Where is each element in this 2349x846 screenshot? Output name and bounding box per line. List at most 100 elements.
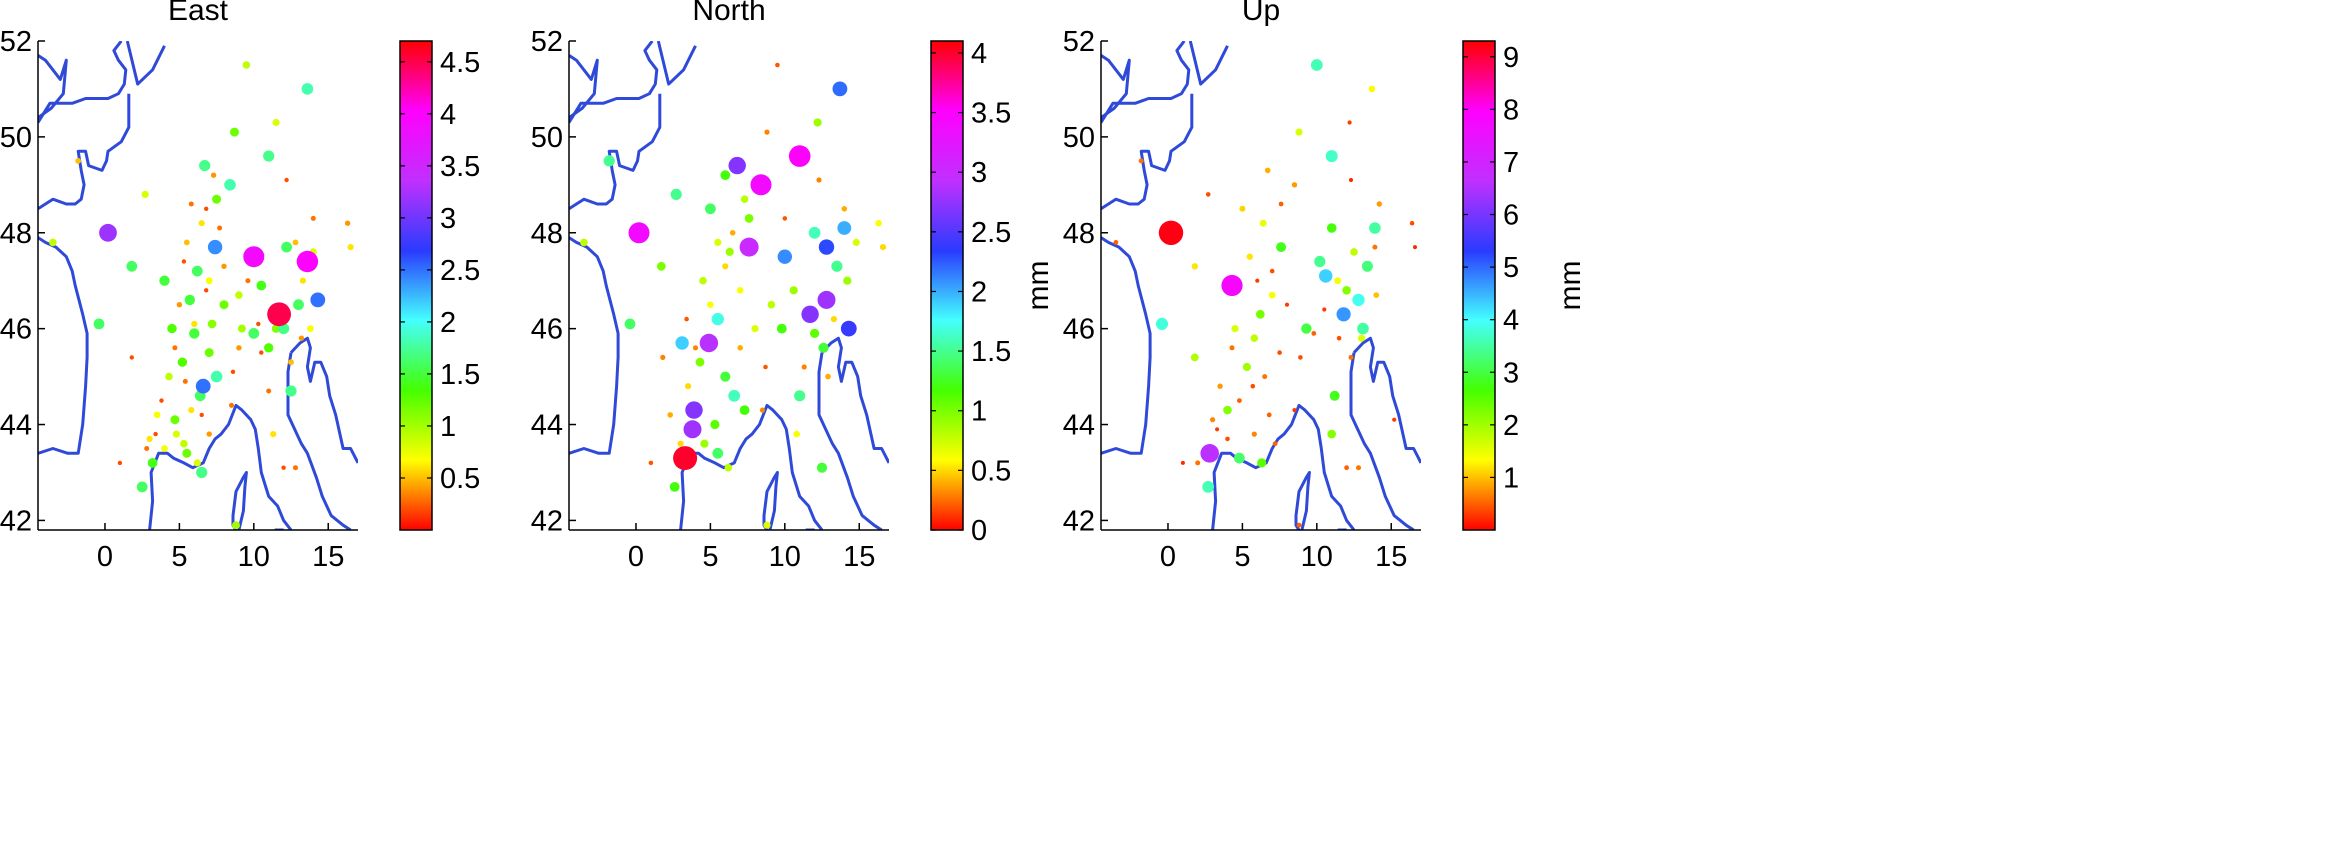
station-marker xyxy=(831,260,843,272)
station-marker xyxy=(728,156,746,175)
station-marker xyxy=(229,402,234,408)
plot-area-up: Up 0 5 10 15 42 44 46 48 50 52 xyxy=(1063,0,1421,573)
station-marker xyxy=(210,172,217,178)
station-marker xyxy=(1242,362,1251,372)
station-marker xyxy=(285,385,297,397)
coastline-segment xyxy=(38,54,68,119)
station-marker xyxy=(1325,150,1338,163)
colorbar-tick-label: 8 xyxy=(1503,94,1519,126)
station-marker xyxy=(1295,128,1303,136)
station-marker xyxy=(707,301,714,309)
station-marker xyxy=(153,431,158,437)
station-marker xyxy=(310,215,316,221)
station-marker xyxy=(628,222,650,244)
station-marker xyxy=(188,201,194,207)
colorbar-tick-label: 0.5 xyxy=(971,455,1011,487)
station-marker xyxy=(1344,465,1349,471)
station-marker xyxy=(684,316,689,322)
station-marker xyxy=(161,445,168,452)
colorbar-tick-label: 3 xyxy=(1503,357,1519,389)
station-marker xyxy=(256,280,267,291)
y-tick-label: 48 xyxy=(0,218,32,250)
station-marker xyxy=(1311,331,1317,336)
station-marker xyxy=(172,345,178,351)
station-marker xyxy=(1250,334,1259,343)
station-marker xyxy=(775,62,780,68)
station-marker xyxy=(725,247,734,256)
station-marker xyxy=(1329,390,1340,401)
station-marker xyxy=(1352,293,1365,307)
station-markers xyxy=(580,62,887,529)
colorbar-tick-label: 4 xyxy=(971,38,987,70)
station-marker xyxy=(307,325,314,332)
station-marker xyxy=(243,246,265,268)
station-marker xyxy=(188,407,195,414)
station-marker xyxy=(177,357,188,367)
coastline-segment xyxy=(38,236,89,455)
colorbar-east: 0.5 1 1.5 2 2.5 3 3.5 4 4.5 xyxy=(399,40,480,531)
colorbar-tick-label: 2.5 xyxy=(440,255,480,287)
station-marker xyxy=(204,206,209,211)
coastline-segment xyxy=(656,41,697,86)
station-marker xyxy=(1259,219,1267,227)
station-marker xyxy=(284,177,289,183)
station-marker xyxy=(739,405,750,415)
station-marker xyxy=(763,521,771,529)
station-marker xyxy=(712,447,724,459)
station-marker xyxy=(1350,248,1358,256)
station-marker xyxy=(182,378,188,384)
station-marker xyxy=(281,241,292,253)
station-marker xyxy=(580,238,588,247)
station-marker xyxy=(744,214,754,223)
station-marker xyxy=(1291,182,1298,188)
station-marker xyxy=(1255,278,1260,283)
station-marker xyxy=(1322,307,1327,312)
station-marker xyxy=(875,219,882,227)
station-marker xyxy=(1284,302,1290,307)
station-marker xyxy=(1349,178,1353,182)
station-marker xyxy=(230,369,236,374)
y-tick-label: 52 xyxy=(0,26,32,58)
station-marker xyxy=(660,354,666,360)
x-tick-label: 5 xyxy=(1234,541,1250,573)
station-marker xyxy=(692,345,699,351)
station-marker xyxy=(1210,417,1216,423)
x-tick-label: 5 xyxy=(702,541,718,573)
station-marker xyxy=(281,465,286,470)
station-marker xyxy=(224,179,236,191)
station-marker xyxy=(810,328,820,338)
y-tick-label: 48 xyxy=(1063,218,1095,250)
station-marker xyxy=(1202,481,1215,493)
station-marker xyxy=(729,230,736,236)
colorbar-tick-label: 1.5 xyxy=(440,359,480,391)
station-marker xyxy=(207,239,223,255)
colorbar-label: mm xyxy=(1022,261,1055,311)
colorbar-tick-label: 4.5 xyxy=(440,47,480,79)
station-marker xyxy=(788,145,811,167)
station-marker xyxy=(189,328,200,339)
station-marker xyxy=(801,364,807,370)
coastline-segment xyxy=(125,41,166,86)
station-marker xyxy=(292,239,299,246)
x-tick-label: 0 xyxy=(97,541,113,573)
station-marker xyxy=(176,302,183,308)
colorbar-tick-label: 0.5 xyxy=(440,463,480,495)
station-marker xyxy=(288,359,294,366)
station-marker xyxy=(1347,120,1352,125)
station-marker xyxy=(1392,417,1397,422)
station-marker xyxy=(1231,325,1239,333)
station-marker xyxy=(1239,205,1246,212)
station-marker xyxy=(817,290,836,309)
station-marker xyxy=(1190,353,1199,362)
station-marker xyxy=(816,462,828,473)
station-marker xyxy=(776,323,787,334)
station-marker xyxy=(695,357,705,367)
station-marker xyxy=(737,345,743,351)
station-marker xyxy=(1272,441,1278,447)
station-marker xyxy=(1326,223,1337,233)
station-marker xyxy=(685,401,703,419)
station-marker xyxy=(1278,201,1284,207)
station-marker xyxy=(1217,383,1223,389)
station-marker xyxy=(1310,59,1323,71)
x-tick-label: 15 xyxy=(1375,541,1407,573)
